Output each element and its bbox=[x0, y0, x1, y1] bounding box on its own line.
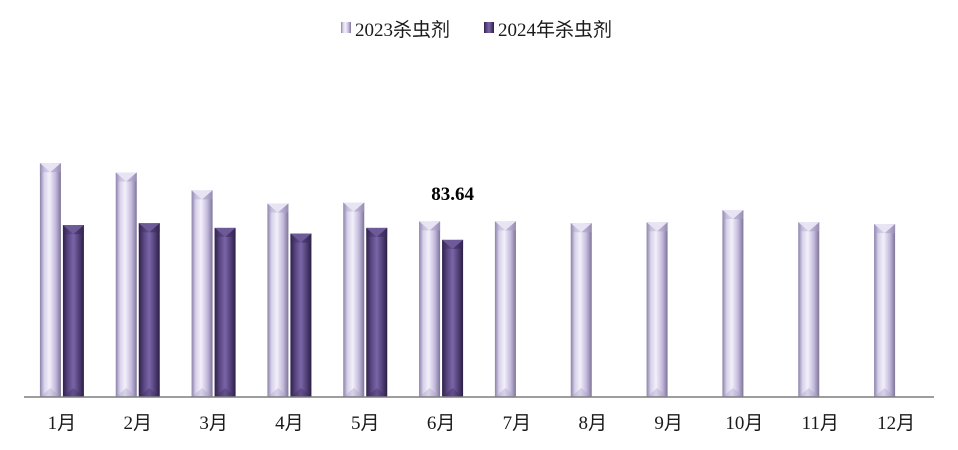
legend-label: 2023杀虫剂 bbox=[355, 19, 450, 41]
bar-2023-4 bbox=[267, 203, 289, 397]
bar-2023-12 bbox=[874, 224, 896, 397]
bar-2023-9 bbox=[646, 222, 668, 397]
bar-2023-11 bbox=[798, 222, 820, 397]
x-tick-label: 5月 bbox=[351, 413, 380, 434]
x-tick-label: 6月 bbox=[427, 413, 456, 434]
bar-2023-2 bbox=[115, 172, 137, 397]
bar-2024-1 bbox=[62, 225, 84, 397]
legend-item-2023: 2023杀虫剂 bbox=[341, 19, 450, 41]
bar-2023-5 bbox=[343, 202, 365, 397]
plot-area bbox=[39, 163, 896, 397]
x-tick-label: 9月 bbox=[654, 413, 683, 434]
x-tick-label: 8月 bbox=[578, 413, 607, 434]
bar-2023-3 bbox=[191, 190, 213, 397]
legend-label: 2024年杀虫剂 bbox=[498, 19, 612, 41]
bar-2023-1 bbox=[39, 163, 61, 397]
bar-2023-8 bbox=[570, 223, 592, 397]
x-tick-label: 3月 bbox=[199, 413, 228, 434]
bar-2024-4 bbox=[290, 233, 312, 397]
bar-2024-5 bbox=[366, 227, 388, 397]
x-tick-label: 7月 bbox=[503, 413, 532, 434]
x-axis-tick-labels: 1月 2月 3月 4月 5月 6月 7月 8月 9月 10月 11月 12月 bbox=[48, 413, 915, 434]
bar-2024-6 bbox=[442, 239, 464, 397]
x-tick-label: 10月 bbox=[725, 413, 763, 434]
legend-swatch bbox=[341, 22, 351, 33]
x-tick-label: 1月 bbox=[48, 413, 77, 434]
legend-item-2024: 2024年杀虫剂 bbox=[484, 19, 612, 41]
x-tick-label: 11月 bbox=[802, 413, 839, 434]
x-tick-label: 2月 bbox=[123, 413, 152, 434]
legend-swatch bbox=[484, 22, 494, 33]
data-label: 83.64 bbox=[431, 184, 474, 205]
bar-2024-3 bbox=[214, 227, 236, 397]
data-labels: 83.64 bbox=[431, 184, 474, 205]
bar-2024-2 bbox=[138, 223, 160, 397]
bar-2023-10 bbox=[722, 210, 744, 397]
bar-2023-7 bbox=[494, 221, 516, 397]
x-tick-label: 12月 bbox=[877, 413, 915, 434]
x-tick-label: 4月 bbox=[275, 413, 304, 434]
legend: 2023杀虫剂 2024年杀虫剂 bbox=[341, 19, 612, 41]
bar-2023-6 bbox=[419, 221, 441, 397]
